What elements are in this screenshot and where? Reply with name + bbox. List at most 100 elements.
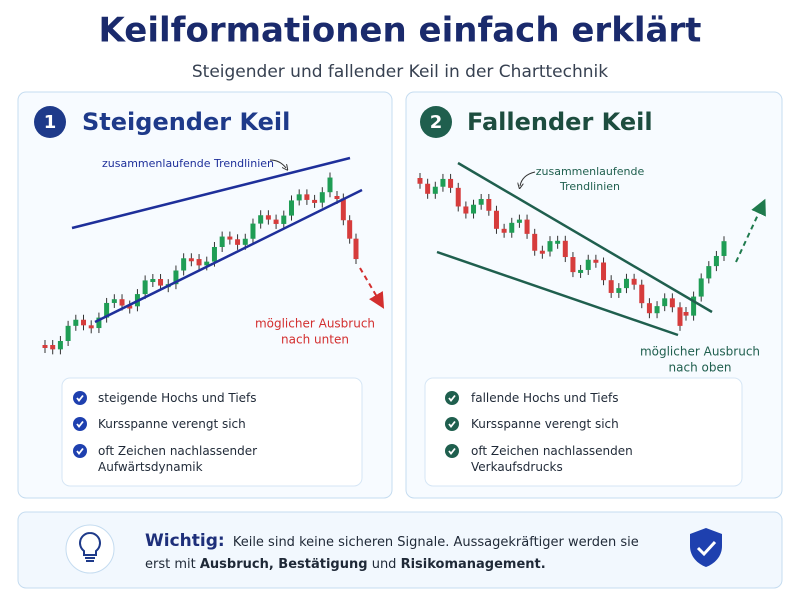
candle xyxy=(646,303,652,314)
check-mark xyxy=(448,420,456,428)
candle xyxy=(721,241,727,256)
candle xyxy=(65,325,71,341)
annotation: möglicher Ausbruch xyxy=(255,317,375,331)
subtitle: Steigender und fallender Keil in der Cha… xyxy=(192,62,608,82)
candle xyxy=(88,325,94,329)
number: 1 xyxy=(44,112,57,133)
note: Wichtig: Keile sind keine sicheren Signa… xyxy=(145,530,645,576)
pointer xyxy=(269,159,286,168)
candle xyxy=(654,306,660,314)
trendline xyxy=(457,161,713,314)
candle xyxy=(73,319,79,326)
candle xyxy=(327,177,333,193)
candle xyxy=(142,280,148,295)
candle xyxy=(532,233,538,251)
candle xyxy=(104,302,110,318)
candle xyxy=(509,222,515,233)
candle xyxy=(273,219,279,224)
candle xyxy=(96,317,102,329)
candle xyxy=(493,210,499,229)
breakout-arrow xyxy=(735,198,766,263)
candle xyxy=(631,278,637,285)
note-label: Wichtig: xyxy=(145,531,225,551)
candle xyxy=(296,194,302,201)
candle xyxy=(706,266,712,279)
bullet-box xyxy=(61,377,363,487)
candle xyxy=(119,299,125,306)
candle xyxy=(471,204,477,214)
candle xyxy=(608,280,614,293)
candle xyxy=(516,219,522,223)
candle xyxy=(677,307,683,326)
trendline xyxy=(71,156,351,230)
candle xyxy=(713,255,719,267)
candle xyxy=(258,215,264,224)
breakout-arrow xyxy=(359,267,385,309)
note-text: und xyxy=(371,557,397,572)
bullet: steigende Hochs und Tiefs xyxy=(98,391,257,405)
candle xyxy=(111,299,117,303)
candle xyxy=(150,279,156,283)
candle xyxy=(319,192,325,203)
panel-title: Fallender Keil xyxy=(467,108,653,136)
bulb xyxy=(79,531,101,562)
candle xyxy=(250,223,256,239)
candle xyxy=(486,198,492,211)
bulb-icon xyxy=(65,524,115,574)
number: 2 xyxy=(430,112,443,133)
candle xyxy=(204,261,210,266)
check-mark xyxy=(76,420,84,428)
annotation: möglicher Ausbruch xyxy=(640,345,760,359)
candle xyxy=(691,296,697,316)
candle xyxy=(478,198,484,205)
candle xyxy=(432,186,438,194)
candle xyxy=(81,319,87,326)
candle xyxy=(669,298,675,308)
annotation: nach oben xyxy=(669,361,732,375)
candle xyxy=(616,288,622,293)
candle xyxy=(555,240,561,244)
annotation: zusammenlaufende xyxy=(536,165,645,178)
panel-title: Steigender Keil xyxy=(82,108,290,136)
candle xyxy=(304,194,310,200)
candle xyxy=(158,279,164,286)
candle xyxy=(227,236,233,240)
shield-icon xyxy=(690,528,722,567)
candle xyxy=(455,187,461,207)
candle xyxy=(623,278,629,289)
candle xyxy=(353,238,359,260)
candle xyxy=(340,198,346,221)
candle xyxy=(281,215,287,224)
candle xyxy=(127,305,133,309)
candle xyxy=(42,345,48,348)
annotation: zusammenlaufende Trendlinien xyxy=(102,157,274,170)
note-text: Keile sind keine sicheren Signale. Aussa… xyxy=(145,535,639,572)
candle xyxy=(57,340,63,350)
candle xyxy=(211,246,217,262)
bullet: oft Zeichen nachlassenden Verkaufsdrucks xyxy=(471,444,633,474)
candle xyxy=(570,257,576,273)
check-mark xyxy=(448,394,456,402)
candle xyxy=(698,278,704,297)
candle xyxy=(181,258,187,271)
candle xyxy=(173,270,179,285)
candle xyxy=(562,240,568,258)
candle xyxy=(539,250,545,254)
candle xyxy=(188,258,194,262)
candle xyxy=(288,200,294,216)
number-badge xyxy=(34,106,66,138)
candle xyxy=(417,178,423,184)
number-badge xyxy=(420,106,452,138)
candle xyxy=(547,241,553,252)
pointer xyxy=(520,171,536,186)
shield-check xyxy=(696,540,717,557)
annotation: Trendlinien xyxy=(559,180,620,193)
checks xyxy=(73,391,459,458)
candle xyxy=(265,215,271,220)
candle xyxy=(683,312,689,316)
bullet: Kursspanne verengt sich xyxy=(471,417,619,431)
trendline xyxy=(94,188,363,324)
candle xyxy=(196,259,202,266)
bullet: Kursspanne verengt sich xyxy=(98,417,246,431)
